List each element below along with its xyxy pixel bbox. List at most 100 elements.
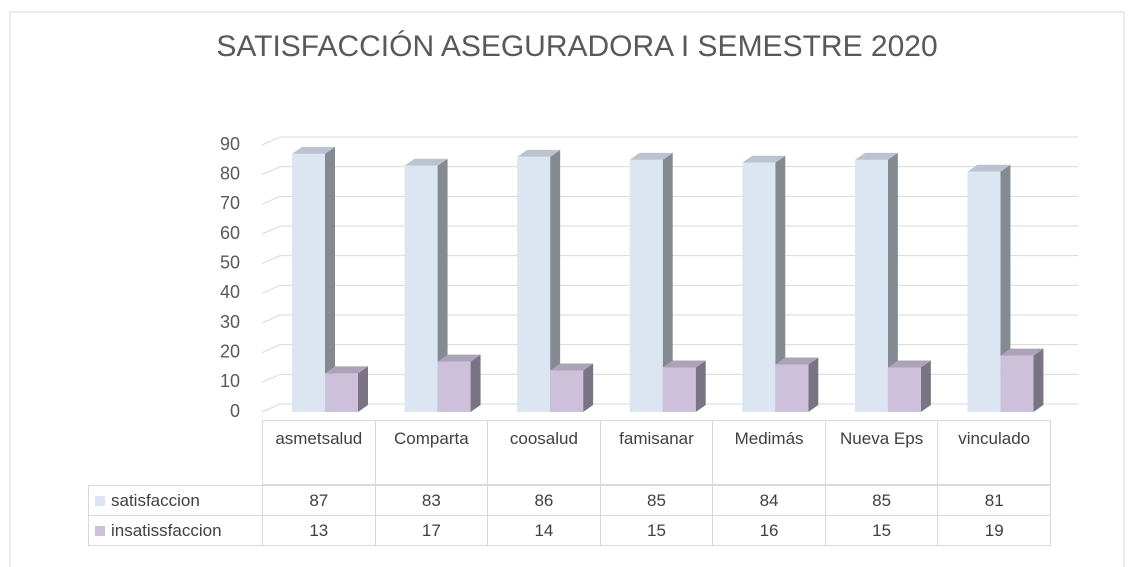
- bar-front: [325, 373, 358, 412]
- bar-front: [742, 162, 776, 412]
- table-cell: 84: [712, 485, 826, 516]
- bar-side: [1033, 348, 1044, 412]
- x-tick-label: vinculado: [937, 420, 1051, 485]
- x-tick-label: Medimás: [712, 420, 826, 485]
- bar-side: [358, 366, 368, 412]
- bar: [775, 357, 819, 412]
- y-tick-label: 30: [220, 312, 240, 332]
- bar: [325, 366, 368, 412]
- legend-label: satisfaccion: [111, 490, 200, 510]
- y-tick-label: 10: [220, 371, 240, 391]
- y-tick-label: 40: [220, 282, 240, 302]
- bar-side: [920, 360, 931, 412]
- y-tick-label: 90: [220, 134, 240, 154]
- grid-line: [261, 225, 1078, 235]
- bar: [1000, 348, 1044, 412]
- x-tick-label: Comparta: [374, 420, 489, 485]
- table-cell: 15: [599, 515, 714, 546]
- bar: [967, 164, 1011, 412]
- legend-label: insatissfaccion: [111, 520, 222, 540]
- bar-top: [404, 158, 448, 166]
- y-tick-label: 0: [230, 401, 240, 421]
- bar-front: [854, 159, 888, 412]
- bar-top: [517, 149, 561, 157]
- grid-line: [261, 284, 1078, 294]
- y-tick-label: 20: [220, 341, 240, 361]
- bar: [550, 363, 594, 412]
- table-cell: 15: [824, 515, 939, 546]
- bar: [854, 152, 898, 413]
- bar: [887, 360, 931, 412]
- table-cell: 16: [712, 515, 826, 546]
- chart-title: SATISFACCIÓN ASEGURADORA I SEMESTRE 2020: [216, 30, 937, 63]
- bar-side: [470, 354, 481, 412]
- bar: [517, 149, 561, 412]
- bar-top: [854, 152, 898, 160]
- x-tick-label: famisanar: [599, 420, 714, 485]
- bar-side: [325, 146, 335, 412]
- x-tick-label: Nueva Eps: [824, 420, 939, 485]
- grid-line: [261, 344, 1078, 354]
- table-cell: 14: [487, 515, 601, 546]
- grid-line: [261, 166, 1078, 176]
- bar: [437, 354, 481, 412]
- bar-front: [967, 171, 1001, 412]
- bar-front: [775, 364, 809, 412]
- bar-front: [292, 153, 325, 412]
- y-tick-label: 60: [220, 223, 240, 243]
- bar-side: [1000, 164, 1011, 412]
- bar-top: [1000, 348, 1044, 356]
- bar-top: [550, 363, 594, 371]
- grid-line: [261, 195, 1078, 205]
- bar-side: [583, 363, 594, 412]
- table-cell: 81: [937, 485, 1051, 516]
- bar-top: [967, 164, 1011, 172]
- bar-front: [887, 367, 921, 412]
- x-tick-label: asmetsalud: [262, 420, 376, 485]
- table-cell: 86: [487, 485, 601, 516]
- y-tick-label: 50: [220, 252, 240, 272]
- table-cell: 85: [599, 485, 714, 516]
- bar-top: [887, 360, 931, 368]
- table-cell: 85: [824, 485, 939, 516]
- bar-top: [775, 357, 819, 365]
- y-tick-label: 80: [220, 163, 240, 183]
- bar-side: [437, 158, 448, 412]
- table-cell: 17: [374, 515, 489, 546]
- table-cell: 87: [262, 485, 376, 516]
- grid-line: [261, 314, 1078, 324]
- bar-top: [629, 152, 673, 160]
- bar-front: [629, 159, 663, 412]
- table-cell: 19: [937, 515, 1051, 546]
- bar-top: [437, 354, 481, 362]
- bar-side: [695, 360, 706, 412]
- legend-entry: satisfaccion: [88, 485, 263, 516]
- bar-side: [887, 152, 898, 413]
- bar-top: [292, 146, 335, 154]
- bar-side: [808, 357, 819, 412]
- y-tick-label: 70: [220, 193, 240, 213]
- legend-entry: insatissfaccion: [88, 515, 263, 546]
- bar-top: [325, 366, 368, 374]
- table-cell: 83: [374, 485, 489, 516]
- bar-front: [662, 367, 696, 412]
- bar: [629, 152, 673, 413]
- grid-line: [261, 136, 1078, 146]
- legend-swatch: [95, 495, 105, 506]
- bar: [742, 155, 786, 413]
- bar-front: [404, 165, 438, 412]
- bar-top: [742, 155, 786, 163]
- legend-swatch: [95, 525, 105, 536]
- bar-side: [662, 152, 673, 413]
- table-cell: 13: [262, 515, 376, 546]
- bar-front: [550, 370, 584, 412]
- bar-side: [550, 149, 561, 412]
- bar-side: [775, 155, 786, 413]
- bar: [292, 146, 335, 412]
- grid-line: [261, 255, 1078, 265]
- bar: [662, 360, 706, 412]
- x-tick-label: coosalud: [487, 420, 601, 485]
- bar-top: [662, 360, 706, 368]
